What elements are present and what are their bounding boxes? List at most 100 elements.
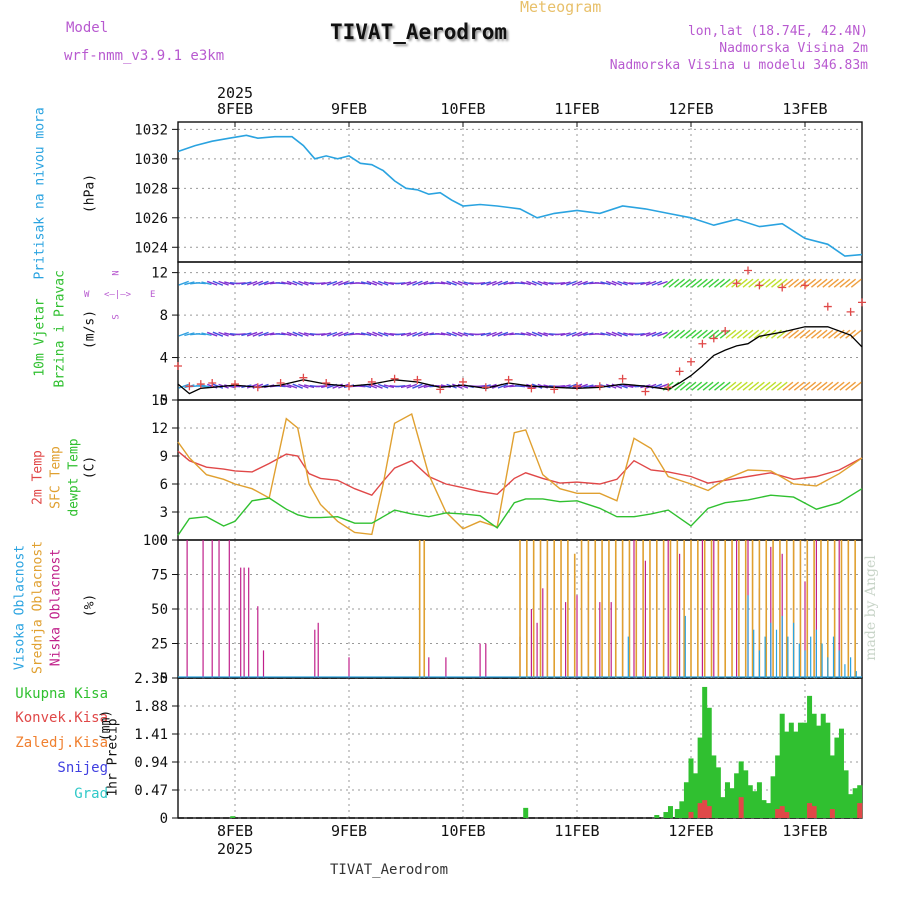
wind-gust-marker (755, 281, 764, 290)
total-rain-bar (775, 755, 781, 818)
day-label-top: 13FEB (782, 100, 827, 118)
wind-direction-arrow (714, 381, 725, 391)
wind-gust-marker (709, 334, 718, 343)
wind-direction-arrow (560, 332, 571, 337)
total-rain-bar (807, 695, 813, 818)
wind-direction-arrow (828, 381, 839, 391)
wind-direction-arrow (446, 331, 457, 337)
y-tick-label: 12 (151, 266, 168, 282)
wind-direction-arrow (531, 280, 543, 286)
wind-direction-arrow (395, 385, 406, 388)
wind-direction-arrow (657, 331, 668, 337)
y-tick-label: 1.88 (134, 699, 168, 715)
y-tick-label: 25 (151, 637, 168, 653)
total-rain-bar (779, 713, 785, 818)
wind-direction-arrow (822, 381, 834, 391)
wind-direction-arrow (571, 280, 583, 286)
wind-direction-arrow (691, 278, 703, 288)
wind-direction-arrow (594, 282, 605, 285)
wind-direction-arrow (736, 329, 748, 339)
wind-direction-arrow (395, 333, 406, 336)
wind-direction-arrow (725, 278, 737, 288)
wind-direction-arrow (503, 281, 514, 286)
wind-direction-arrow (600, 332, 611, 337)
y-tick-label: 75 (151, 568, 168, 584)
wind-direction-arrow (679, 329, 691, 339)
wind-direction-arrow (623, 332, 634, 337)
wind-gust-marker (276, 379, 285, 388)
y-tick-label: 1026 (134, 211, 168, 227)
wind-direction-arrow (372, 331, 383, 337)
wind-direction-arrow (286, 331, 298, 337)
day-label-top: 8FEB (217, 100, 253, 118)
wind-direction-arrow (235, 333, 246, 336)
y-tick-label: 3 (160, 505, 168, 521)
wind-direction-arrow (696, 329, 708, 339)
y-tick-label: 15 (151, 393, 168, 409)
wind-direction-arrow (788, 381, 800, 391)
wind-gust-marker (732, 279, 741, 288)
wind-direction-arrow (759, 329, 771, 339)
wind-direction-arrow (503, 332, 514, 337)
temp-dewpt-line (177, 488, 863, 536)
total-rain-bar (802, 722, 808, 818)
wind-direction-arrow (788, 329, 800, 339)
total-rain-bar (724, 782, 730, 818)
wind-direction-arrow (435, 333, 446, 336)
wind-direction-arrow (583, 281, 594, 286)
wind-direction-arrow (206, 280, 218, 286)
wind-direction-arrow (696, 381, 708, 391)
wind-direction-arrow (417, 331, 429, 337)
total-rain-bar (715, 767, 721, 818)
wind-direction-arrow (497, 331, 509, 337)
wind-direction-arrow (531, 331, 543, 337)
total-rain-bar (761, 800, 767, 818)
wind-direction-arrow (480, 281, 491, 286)
total-rain-bar (843, 770, 849, 818)
wind-gust-marker (196, 380, 205, 389)
wind-direction-arrow (246, 331, 258, 337)
wind-direction-arrow (651, 280, 663, 286)
model-label: Model (66, 20, 109, 36)
wind-direction-arrow (839, 381, 851, 391)
wind-direction-arrow (218, 331, 229, 337)
total-rain-bar (788, 722, 794, 818)
wind-gust-marker (527, 384, 536, 393)
wind-direction-arrow (252, 280, 264, 286)
wind-direction-arrow (423, 332, 434, 337)
wind-direction-arrow (355, 282, 366, 285)
wind-direction-arrow (497, 383, 509, 389)
y-tick-label: 12 (151, 421, 168, 437)
total-rain-bar (743, 770, 749, 818)
wind-direction-arrow (793, 329, 805, 339)
legend-hail: Grad (74, 786, 108, 802)
meteogram-subtitle: Meteogram (520, 0, 602, 16)
location-coords: lon,lat (18.74E, 42.4N) (687, 24, 868, 39)
wind-direction-arrow (645, 331, 657, 337)
y-tick-label: 100 (143, 533, 168, 549)
wind-direction-arrow (475, 333, 486, 336)
wind-direction-arrow (696, 278, 708, 288)
wind-direction-arrow (640, 281, 651, 286)
wind-direction-arrow (417, 280, 429, 286)
wind-direction-arrow (662, 278, 674, 288)
wind-direction-arrow (662, 329, 674, 339)
wind-direction-arrow (742, 278, 754, 288)
wind-direction-arrow (332, 331, 343, 337)
wind-direction-arrow (343, 281, 355, 286)
wind-direction-arrow (412, 331, 423, 337)
wind-direction-arrow (577, 383, 588, 389)
wind-direction-arrow (514, 332, 526, 336)
total-rain-bar (838, 728, 844, 818)
total-rain-bar (663, 812, 669, 818)
wind-direction-arrow (577, 331, 588, 337)
wind-direction-arrow (736, 381, 748, 391)
wind-direction-arrow (355, 333, 366, 336)
wind-gust-marker (208, 379, 217, 388)
wind-direction-arrow (195, 333, 206, 336)
wind-direction-arrow (742, 381, 754, 391)
wind-direction-arrow (440, 281, 452, 286)
wind-direction-arrow (184, 332, 195, 337)
convective-rain-bar (784, 812, 790, 818)
total-rain-bar (756, 782, 762, 818)
